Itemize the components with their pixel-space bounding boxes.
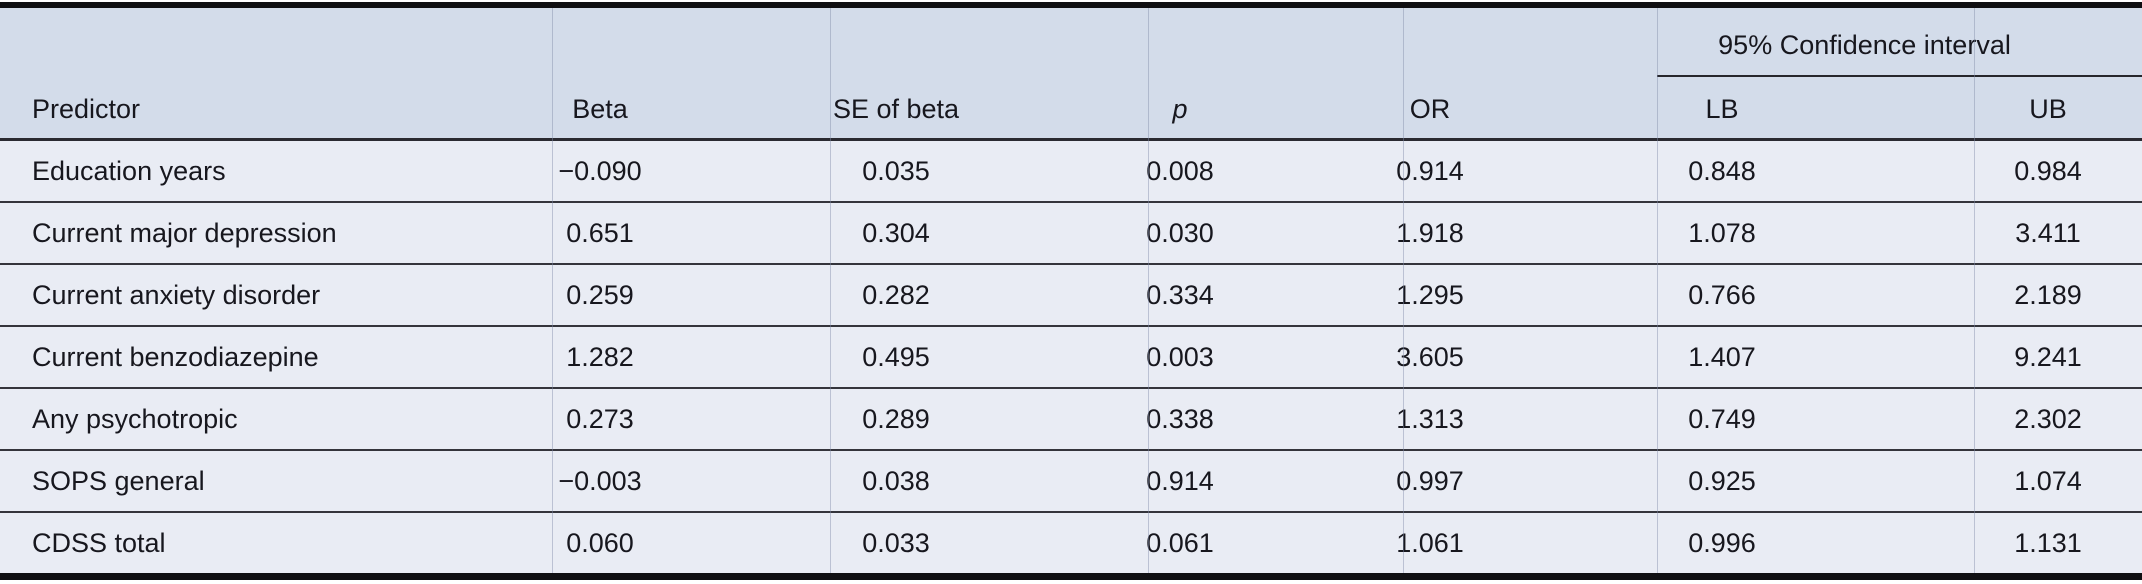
- cell-p: 0.008: [1146, 155, 1214, 186]
- cell-p: 0.338: [1146, 403, 1214, 434]
- cell-lb: 0.996: [1688, 527, 1756, 558]
- cell-ub: 0.984: [2014, 155, 2082, 186]
- cell-se-of-beta: 0.035: [862, 155, 930, 186]
- column-header-row: Predictor Beta SE of beta p OR LB UB: [0, 88, 2142, 130]
- cell-se-of-beta: 0.033: [862, 527, 930, 558]
- column-header-lb: LB: [1705, 93, 1739, 124]
- cell-divider-line: [552, 8, 553, 573]
- cell-divider-line: [1403, 8, 1404, 573]
- cell-beta: 1.282: [566, 341, 634, 372]
- cell-se-of-beta: 0.038: [862, 465, 930, 496]
- column-header-beta: Beta: [572, 93, 628, 124]
- table-row: CDSS total 0.060 0.033 0.061 1.061 0.996…: [0, 511, 2142, 573]
- cell-predictor: Any psychotropic: [32, 403, 238, 434]
- cell-predictor: Current major depression: [32, 217, 337, 248]
- cell-divider-line: [1974, 8, 1975, 573]
- confidence-interval-group-header: 95% Confidence interval: [1718, 30, 2011, 60]
- table-row: Current anxiety disorder 0.259 0.282 0.3…: [0, 263, 2142, 325]
- cell-lb: 0.766: [1688, 279, 1756, 310]
- cell-predictor: Education years: [32, 155, 226, 186]
- cell-divider-line: [830, 8, 831, 573]
- confidence-interval-underline: [1657, 75, 2142, 77]
- cell-ub: 2.302: [2014, 403, 2082, 434]
- cell-lb: 1.078: [1688, 217, 1756, 248]
- column-header-or: OR: [1409, 93, 1451, 124]
- table-bottom-rule: [0, 573, 2142, 580]
- table-top-rule: [0, 2, 2142, 8]
- cell-or: 1.313: [1396, 403, 1464, 434]
- cell-ub: 3.411: [2015, 217, 2081, 248]
- cell-predictor: CDSS total: [32, 527, 166, 558]
- cell-p: 0.030: [1146, 217, 1214, 248]
- cell-divider-line: [1148, 8, 1149, 573]
- table-row: Education years −0.090 0.035 0.008 0.914…: [0, 141, 2142, 201]
- cell-beta: −0.003: [558, 465, 642, 496]
- cell-p: 0.003: [1146, 341, 1214, 372]
- cell-ub: 1.131: [2014, 527, 2082, 558]
- column-header-se-of-beta: SE of beta: [832, 93, 960, 124]
- cell-beta: 0.273: [566, 403, 634, 434]
- cell-se-of-beta: 0.289: [862, 403, 930, 434]
- cell-predictor: Current benzodiazepine: [32, 341, 319, 372]
- cell-or: 1.295: [1396, 279, 1464, 310]
- cell-beta: −0.090: [558, 155, 642, 186]
- cell-se-of-beta: 0.304: [862, 217, 930, 248]
- cell-ub: 1.074: [2014, 465, 2082, 496]
- cell-lb: 1.407: [1688, 341, 1756, 372]
- table-header: 95% Confidence interval Predictor Beta S…: [0, 8, 2142, 141]
- cell-lb: 0.925: [1688, 465, 1756, 496]
- cell-or: 3.605: [1396, 341, 1464, 372]
- cell-predictor: Current anxiety disorder: [32, 279, 321, 310]
- column-header-p: p: [1172, 93, 1188, 124]
- cell-ub: 2.189: [2014, 279, 2082, 310]
- table-row: Current benzodiazepine 1.282 0.495 0.003…: [0, 325, 2142, 387]
- cell-p: 0.334: [1146, 279, 1214, 310]
- cell-or: 0.997: [1396, 465, 1464, 496]
- cell-or: 0.914: [1396, 155, 1464, 186]
- column-header-predictor: Predictor: [32, 93, 141, 124]
- cell-or: 1.061: [1396, 527, 1464, 558]
- column-header-ub: UB: [2029, 93, 2067, 124]
- table-row: Current major depression 0.651 0.304 0.0…: [0, 201, 2142, 263]
- cell-ub: 9.241: [2014, 341, 2082, 372]
- cell-lb: 0.749: [1688, 403, 1756, 434]
- table-row: SOPS general −0.003 0.038 0.914 0.997 0.…: [0, 449, 2142, 511]
- table-body: Education years −0.090 0.035 0.008 0.914…: [0, 141, 2142, 573]
- cell-p: 0.914: [1146, 465, 1214, 496]
- cell-p: 0.061: [1146, 527, 1214, 558]
- cell-se-of-beta: 0.495: [862, 341, 930, 372]
- cell-beta: 0.060: [566, 527, 634, 558]
- cell-beta: 0.651: [566, 217, 634, 248]
- cell-predictor: SOPS general: [32, 465, 205, 496]
- cell-divider-line: [1657, 8, 1658, 573]
- cell-beta: 0.259: [566, 279, 634, 310]
- cell-se-of-beta: 0.282: [862, 279, 930, 310]
- table-row: Any psychotropic 0.273 0.289 0.338 1.313…: [0, 387, 2142, 449]
- cell-lb: 0.848: [1688, 155, 1756, 186]
- cell-or: 1.918: [1396, 217, 1464, 248]
